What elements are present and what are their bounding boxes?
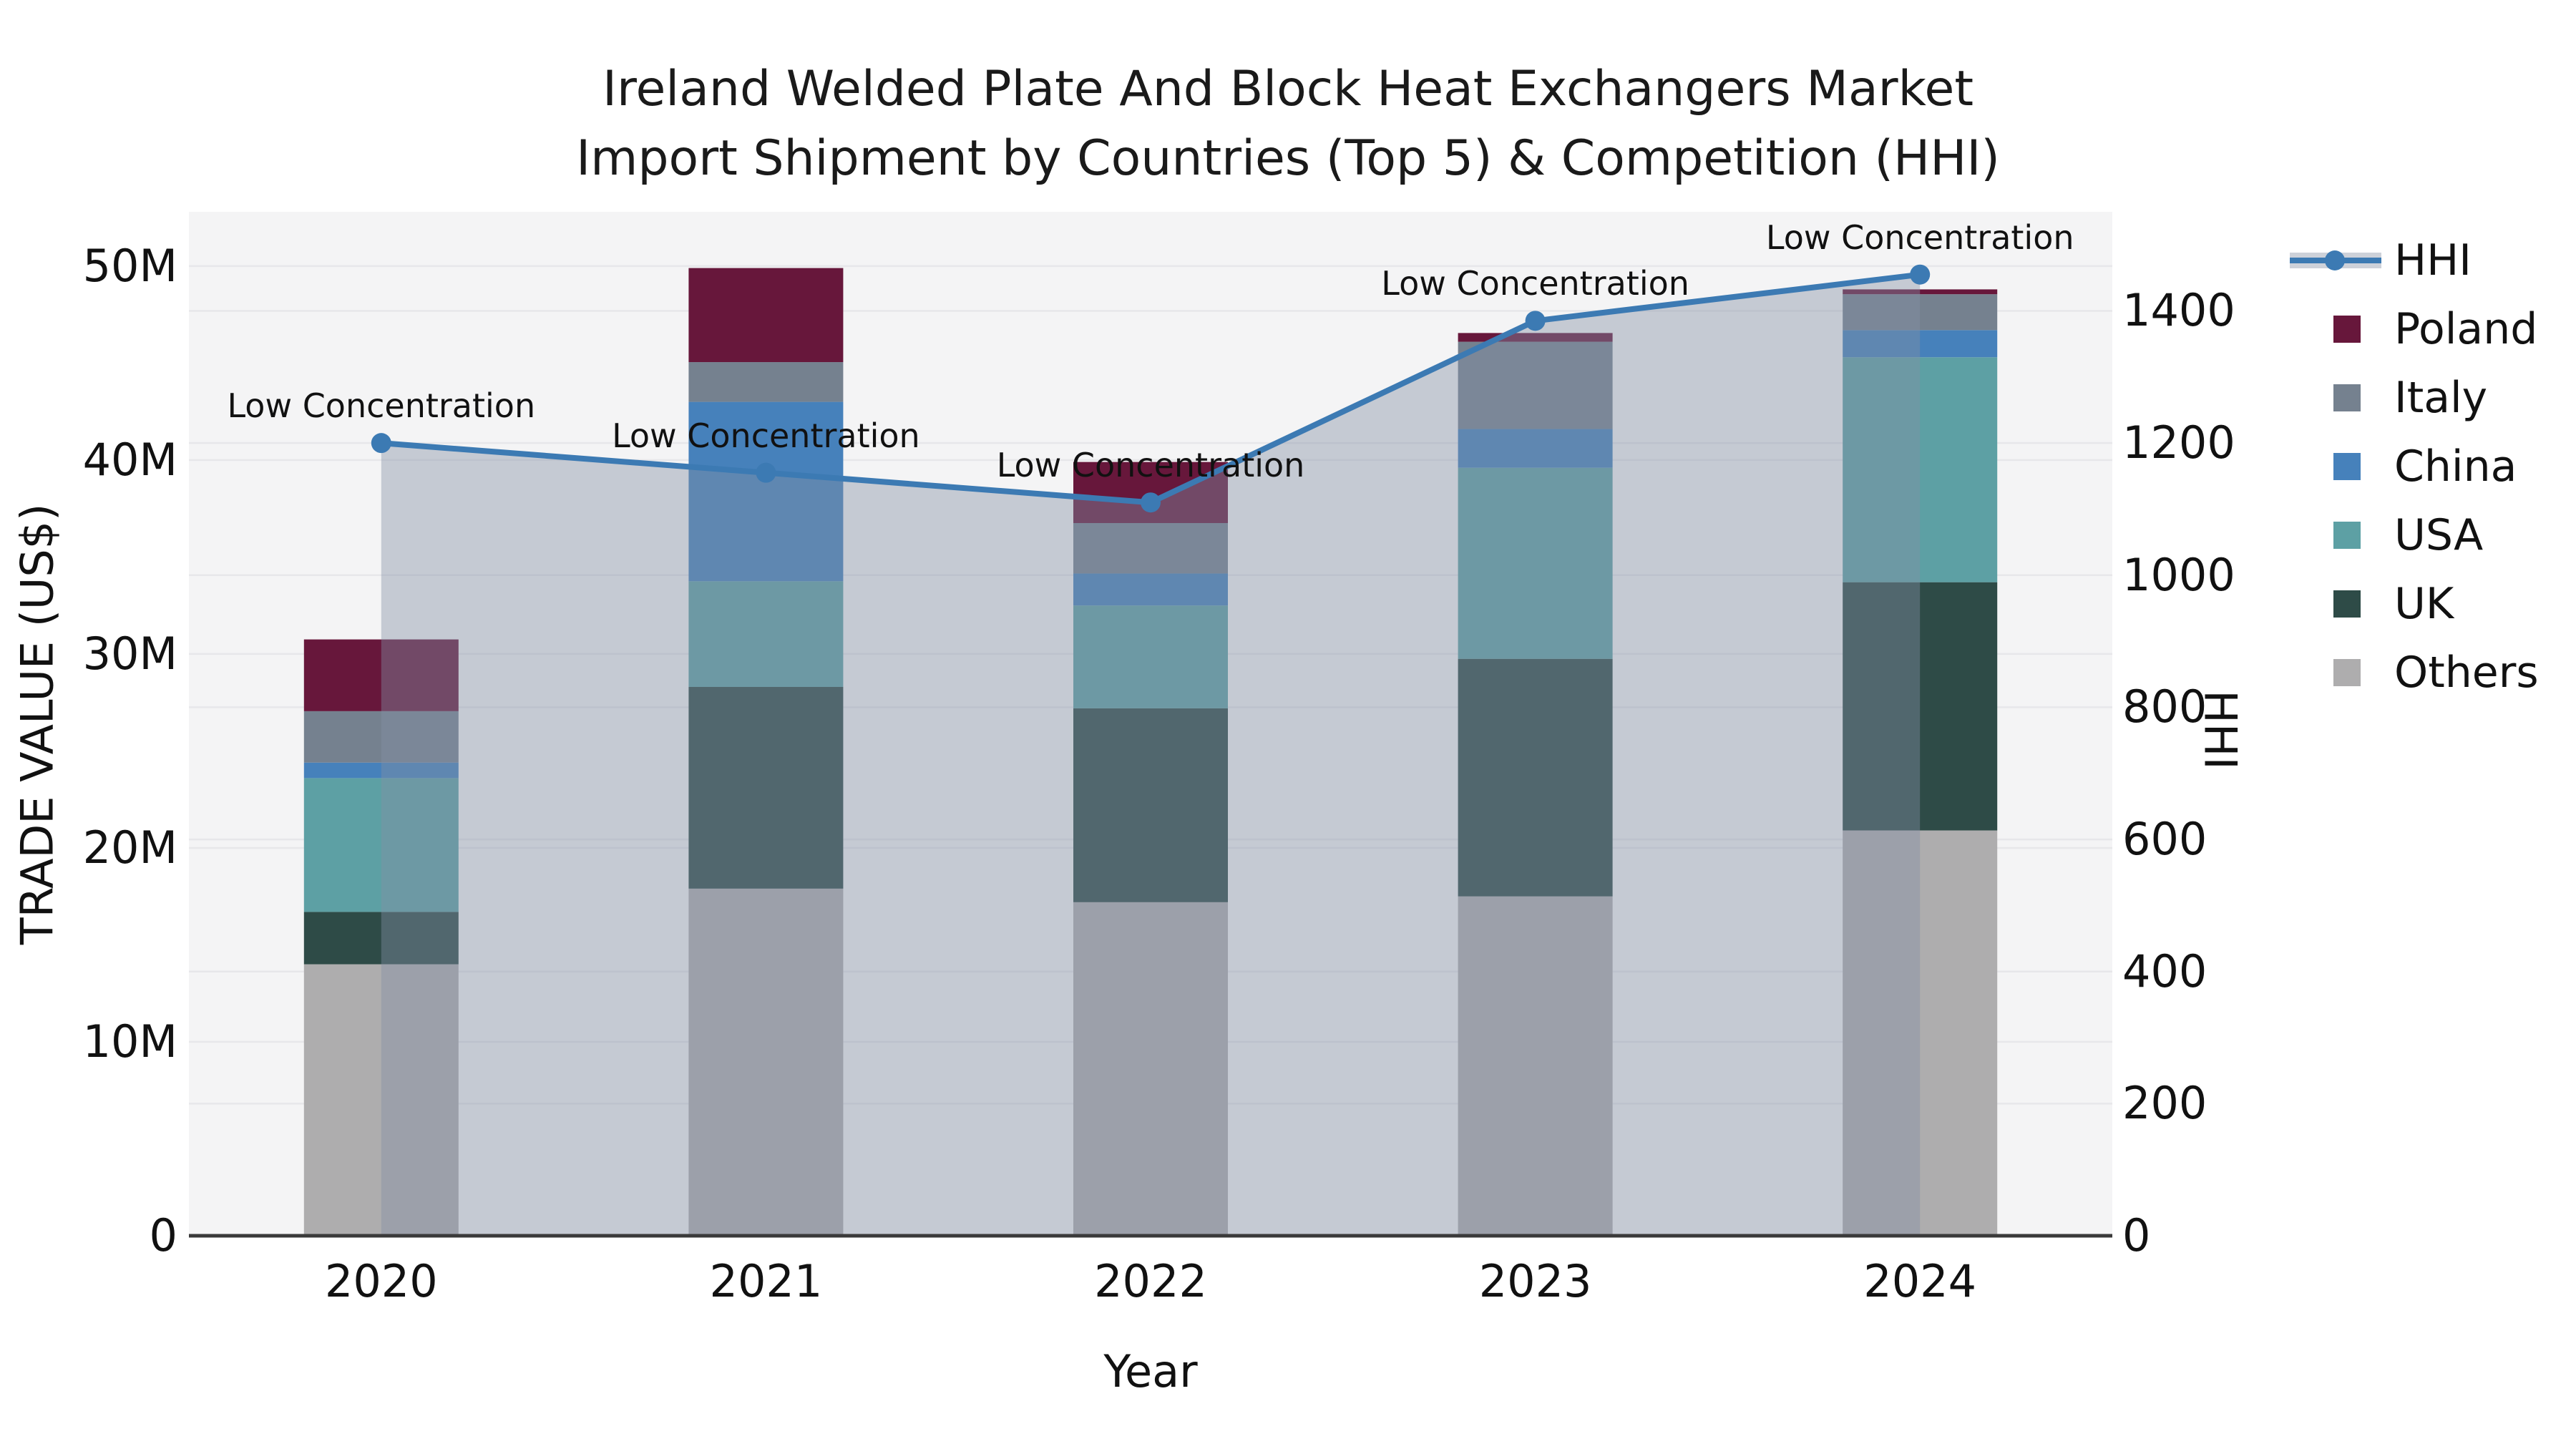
y-right-tick-600: 600 [2122,813,2207,866]
bar-segment-others-2021 [688,888,844,1236]
bar-segment-italy-2020 [303,711,459,763]
bar-segment-uk-2021 [688,687,844,889]
y-right-tick-200: 200 [2122,1077,2207,1130]
legend-label-poland: Poland [2394,304,2538,354]
legend-label-uk: UK [2394,579,2454,629]
legend-swatch-poland [2290,295,2383,364]
legend-item-uk: UK [2290,570,2454,638]
legend-swatch-usa [2290,501,2383,570]
y-left-tick-0: 0 [149,1209,177,1262]
x-tick-2020: 2020 [324,1255,438,1307]
legend-swatch-others [2290,638,2383,707]
legend-hhi-line-icon [2290,226,2383,295]
legend-item-poland: Poland [2290,295,2537,364]
bar-segment-italy-2023 [1458,341,1613,429]
y-right-tick-0: 0 [2122,1209,2151,1262]
y-right-tick-400: 400 [2122,945,2207,997]
legend-hhi-marker-sample [2325,250,2345,270]
bar-segment-china-2024 [1843,330,1998,358]
hhi-area-fill [381,274,1921,1236]
y-right-tick-1000: 1000 [2122,548,2235,601]
bar-segment-usa-2024 [1843,357,1998,582]
bar-segment-china-2023 [1458,429,1613,468]
annotation-2022: Low Concentration [996,446,1305,485]
color-swatch-icon [2333,590,2361,618]
color-swatch-icon [2333,522,2361,549]
hhi-marker-2020 [371,433,391,454]
hhi-marker-2024 [1910,264,1931,285]
bar-segment-uk-2022 [1073,708,1228,902]
annotation-2023: Low Concentration [1381,264,1689,303]
y-axis-left-title: TRADE VALUE (US$) [11,503,64,945]
bar-segment-china-2021 [688,401,844,582]
legend-label-others: Others [2394,648,2539,698]
x-tick-2024: 2024 [1863,1255,1977,1307]
y-left-tick-50M: 50M [82,239,177,292]
y-left-tick-20M: 20M [82,821,177,874]
legend-label-italy: Italy [2394,373,2488,423]
legend-item-usa: USA [2290,501,2483,570]
legend-item-hhi: HHI [2290,226,2472,295]
bar-segment-poland-2021 [688,268,844,363]
legend-item-china: China [2290,432,2517,501]
bar-segment-italy-2024 [1843,294,1998,331]
y-left-tick-40M: 40M [82,433,177,486]
bar-segment-usa-2021 [688,581,844,688]
y-left-tick-10M: 10M [82,1015,177,1068]
legend-swatch-italy [2290,364,2383,432]
bar-segment-usa-2022 [1073,605,1228,708]
chart-title-line2: Import Shipment by Countries (Top 5) & C… [576,130,2000,187]
color-swatch-icon [2333,453,2361,480]
hhi-marker-2021 [756,462,776,483]
legend-swatch-china [2290,432,2383,501]
x-axis-title: Year [1103,1345,1198,1397]
x-tick-2021: 2021 [709,1255,823,1307]
x-tick-2022: 2022 [1094,1255,1207,1307]
bar-segment-italy-2021 [688,362,844,402]
legend-label-hhi: HHI [2394,235,2472,286]
legend-item-italy: Italy [2290,364,2487,432]
bar-segment-china-2022 [1073,573,1228,606]
annotation-2021: Low Concentration [612,416,920,455]
bar-segment-uk-2024 [1843,582,1998,831]
bar-segment-italy-2022 [1073,522,1228,574]
bar-segment-poland-2020 [303,639,459,711]
bar-segment-others-2020 [303,964,459,1236]
color-swatch-icon [2333,384,2361,411]
bar-segment-uk-2023 [1458,658,1613,897]
bar-segment-poland-2024 [1843,289,1998,295]
y-axis-right-title: HHI [2194,690,2247,770]
bar-segment-usa-2020 [303,778,459,912]
chart-title: Ireland Welded Plate And Block Heat Exch… [0,54,2576,193]
x-tick-2023: 2023 [1478,1255,1592,1307]
y-right-tick-1200: 1200 [2122,416,2235,469]
legend-label-china: China [2394,441,2517,492]
bar-segment-others-2024 [1843,830,1998,1236]
annotation-2020: Low Concentration [227,386,536,426]
y-right-tick-800: 800 [2122,680,2207,733]
annotation-2024: Low Concentration [1765,218,2074,257]
chart-title-line1: Ireland Welded Plate And Block Heat Exch… [602,61,1974,117]
legend-swatch-uk [2290,570,2383,638]
legend-item-others: Others [2290,638,2539,707]
bar-segment-others-2022 [1073,902,1228,1236]
bar-segment-uk-2020 [303,912,459,965]
legend-label-usa: USA [2394,510,2484,560]
bar-segment-china-2020 [303,762,459,779]
y-left-tick-30M: 30M [82,627,177,680]
hhi-marker-2022 [1141,492,1161,513]
hhi-marker-2023 [1525,311,1546,331]
color-swatch-icon [2333,659,2361,686]
bar-segment-usa-2023 [1458,467,1613,659]
color-swatch-icon [2333,316,2361,343]
bar-segment-others-2023 [1458,896,1613,1236]
y-right-tick-1400: 1400 [2122,284,2235,337]
